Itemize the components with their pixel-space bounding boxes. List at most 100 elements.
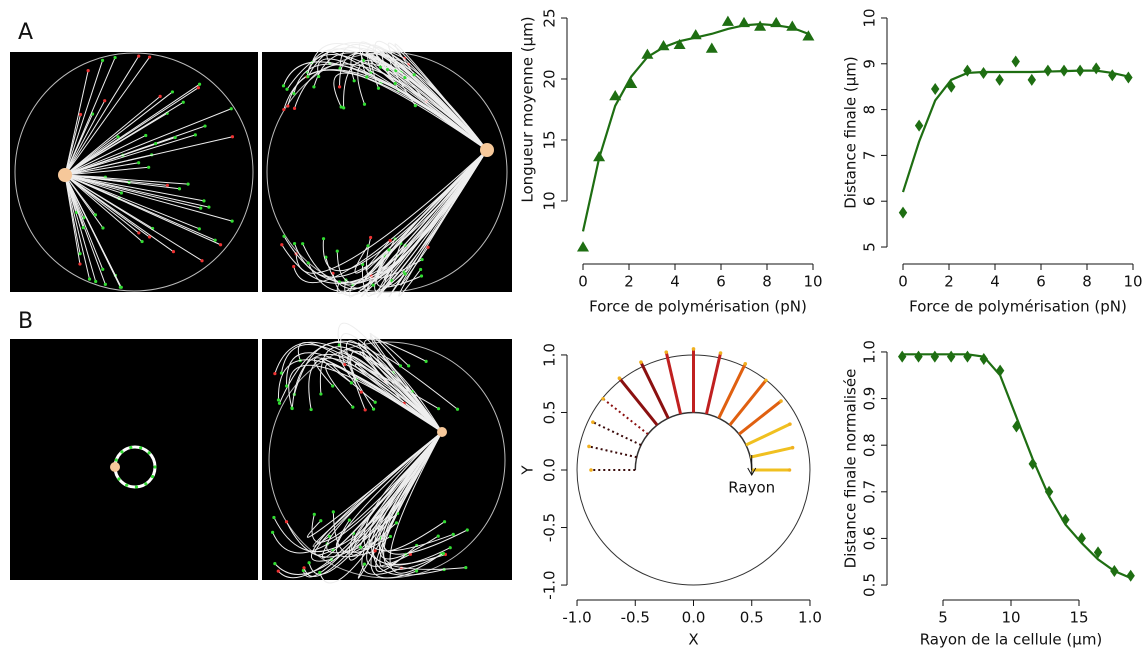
simulation-images: [10, 40, 512, 584]
marker-dot: [272, 515, 276, 520]
marker-dot: [373, 549, 377, 553]
simulation-image: [10, 52, 258, 292]
filament: [64, 136, 233, 176]
filament: [64, 108, 232, 176]
data-point: [689, 29, 702, 40]
marker-dot: [173, 135, 177, 140]
marker-dot: [388, 238, 392, 243]
y-tick-label: 0.8: [861, 433, 879, 457]
y-axis-title: Distance finale (µm): [842, 56, 860, 209]
filament: [64, 56, 151, 176]
marker-dot: [284, 520, 289, 524]
x-tick-label: 10: [1001, 609, 1020, 627]
marker-dot: [359, 390, 363, 394]
trajectory-tip: [790, 445, 795, 450]
data-point: [1126, 569, 1135, 582]
marker-dot: [230, 219, 234, 223]
marker-dot: [349, 381, 354, 385]
marker-dot: [147, 165, 151, 169]
trajectory: [639, 361, 670, 419]
marker-dot: [78, 112, 83, 117]
panel-label: B: [18, 309, 33, 334]
data-point: [930, 350, 940, 363]
filament: [64, 174, 180, 190]
marker-dot: [290, 406, 294, 410]
x-tick-label: 2: [944, 273, 954, 291]
marker-dot: [347, 518, 352, 522]
x-tick-label: 4: [990, 273, 1000, 291]
marker-dot: [285, 87, 289, 91]
data-point: [1061, 513, 1070, 526]
data-point: [947, 80, 956, 93]
marker-dot: [317, 74, 321, 79]
marker-dot: [378, 65, 382, 69]
filament: [64, 174, 91, 280]
data-point: [721, 15, 734, 26]
marker-dot: [87, 277, 92, 281]
y-tick-label: 0.7: [861, 480, 879, 504]
filament: [64, 57, 116, 176]
y-tick-label: 15: [541, 130, 559, 149]
marker-dot: [282, 107, 286, 112]
data-point: [1075, 64, 1085, 77]
marker-dot: [137, 231, 141, 235]
y-tick-label: 9: [861, 59, 879, 69]
marker-dot: [302, 566, 306, 570]
marker-dot: [363, 408, 367, 412]
data-point: [979, 352, 988, 365]
marker-dot: [218, 243, 223, 247]
x-tick-label: 0.5: [740, 609, 764, 627]
marker-dot: [312, 512, 316, 516]
marker-dot: [144, 482, 148, 486]
y-axis-title: Y: [519, 465, 537, 476]
filament: [365, 52, 488, 151]
marker-dot: [292, 264, 296, 269]
marker-dot: [390, 279, 394, 283]
marker-dot: [186, 182, 190, 186]
marker-dot: [148, 55, 152, 59]
simulation-image: [10, 339, 258, 580]
filament: [64, 96, 161, 176]
data-point: [931, 82, 940, 95]
filament: [64, 134, 196, 176]
marker-dot: [321, 237, 326, 241]
data-point: [738, 16, 750, 28]
data-point: [625, 77, 638, 89]
data-point: [1044, 485, 1054, 498]
trajectory-tip: [787, 468, 792, 472]
trajectory-tip: [788, 422, 792, 426]
marker-dot: [307, 561, 311, 565]
data-point: [754, 20, 767, 31]
marker-dot: [78, 252, 82, 256]
filament: [64, 174, 233, 222]
data-point: [995, 73, 1004, 86]
arrow-head: [747, 467, 757, 477]
fit-line: [901, 69, 1129, 193]
filament: [307, 149, 488, 292]
marker-dot: [193, 133, 197, 137]
filament: [64, 174, 81, 265]
y-tick-label: 8: [861, 105, 879, 115]
data-point: [1011, 55, 1020, 68]
marker-dot: [113, 55, 117, 60]
marker-dot: [442, 520, 447, 524]
marker-dot: [342, 106, 346, 110]
marker-dot: [273, 372, 277, 376]
x-tick-label: 4: [670, 273, 680, 291]
marker-dot: [285, 384, 289, 388]
x-tick-label: 10: [1123, 273, 1142, 291]
marker-dot: [331, 510, 335, 514]
filament: [64, 55, 140, 176]
x-tick-label: 0: [578, 273, 588, 291]
filament: [279, 340, 443, 433]
marker-dot: [81, 225, 85, 230]
marker-dot: [339, 105, 343, 109]
marker-dot: [276, 398, 281, 402]
marker-dot: [424, 359, 428, 363]
filament: [335, 431, 443, 547]
filament: [64, 174, 150, 238]
marker-dot: [82, 216, 86, 220]
x-axis-title: Rayon de la cellule (µm): [920, 631, 1103, 649]
filament: [64, 174, 203, 262]
y-tick-label: 0.0: [541, 458, 559, 482]
